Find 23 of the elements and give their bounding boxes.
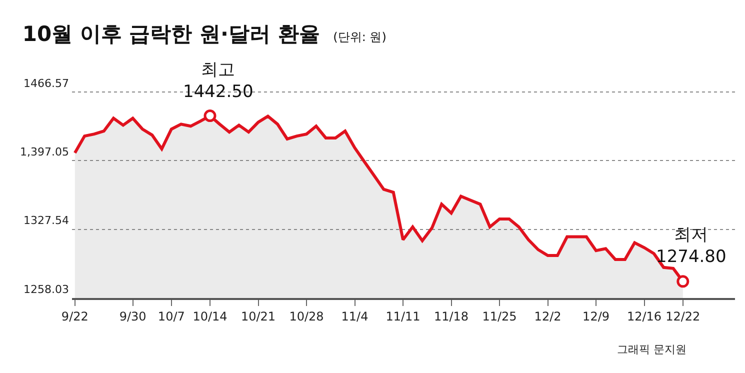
x-tick-label: 12/16 <box>626 309 662 324</box>
x-tick-label: 10/7 <box>158 309 185 324</box>
x-tick-label: 11/25 <box>482 309 517 324</box>
x-tick-label: 12/9 <box>582 309 610 324</box>
text: 그래픽 문지원 <box>617 343 686 356</box>
x-tick-label: 9/22 <box>61 309 88 324</box>
chart-title: 10월 이후 급락한 원·달러 환율 <box>22 22 320 46</box>
annotation: 최고 1442.50 <box>183 60 254 102</box>
x-tick-label: 10/14 <box>192 309 228 324</box>
x-tick-label: 11/4 <box>341 309 368 324</box>
x-tick-label: 11/11 <box>386 309 420 324</box>
annotation: 최저 1274.80 <box>656 225 726 268</box>
x-tick-label: 10/21 <box>240 309 276 324</box>
x-tick-label: 12/22 <box>666 309 700 324</box>
x-tick-label: 11/18 <box>434 309 469 324</box>
x-tick-label: 12/2 <box>534 309 562 324</box>
chart-subtitle: (단위: 원) <box>333 30 386 44</box>
y-tick-label: 1466.57 <box>24 76 69 90</box>
x-tick-label: 10/28 <box>289 309 324 324</box>
x-tick-label: 9/30 <box>119 309 146 324</box>
y-tick-label: 1,397.05 <box>20 146 69 159</box>
y-tick-label: 1258.03 <box>24 282 69 296</box>
y-tick-label: 1327.54 <box>24 214 69 228</box>
